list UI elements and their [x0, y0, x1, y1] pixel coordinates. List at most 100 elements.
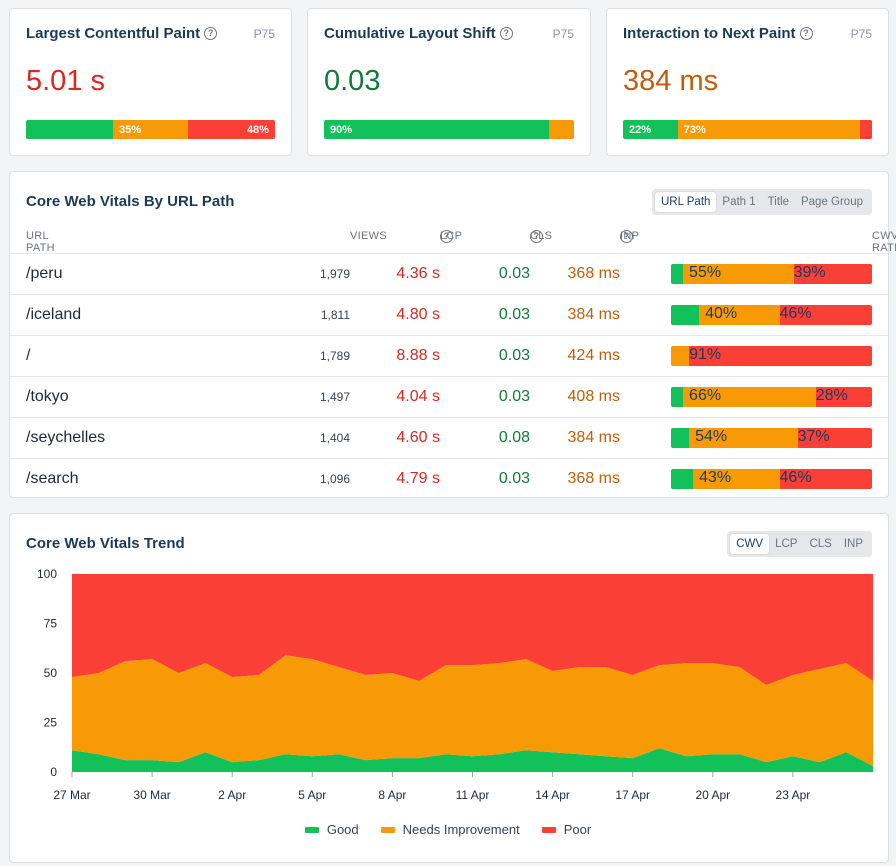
table-header: URL PATH VIEWS LCP? CLS? INP? CWV RATING	[26, 230, 896, 254]
metric-title: Cumulative Layout Shift?	[324, 25, 513, 42]
legend-swatch	[380, 826, 395, 833]
cwv-rating-bar: 55% 39%	[671, 264, 872, 284]
help-icon[interactable]: ?	[440, 230, 453, 243]
legend-item-good[interactable]: Good	[304, 822, 359, 837]
metric-switch: CWV LCP CLS INP	[727, 531, 872, 557]
metric-title: Interaction to Next Paint?	[623, 25, 813, 42]
poor-segment: 46%	[779, 305, 872, 325]
help-icon[interactable]: ?	[499, 27, 513, 40]
poor-segment: 37%	[797, 428, 872, 448]
section-title: Core Web Vitals By URL Path	[26, 193, 235, 210]
tab-path-1[interactable]: Path 1	[722, 196, 756, 208]
good-segment	[671, 428, 690, 448]
legend-swatch	[304, 826, 319, 833]
table-row[interactable]: /seychelles 1,404 4.60 s 0.08 384 ms 54% 37%	[10, 417, 888, 458]
table-row[interactable]: /tokyo 1,497 4.04 s 0.03 408 ms 66% 28%	[10, 376, 888, 417]
cls-cell: 0.03	[498, 306, 530, 323]
trend-card: Core Web Vitals Trend CWV LCP CLS INP	[9, 513, 889, 863]
tab-cls[interactable]: CLS	[809, 538, 832, 550]
metric-value: 5.01 s	[26, 65, 105, 97]
help-icon[interactable]: ?	[204, 27, 218, 40]
metric-title: Largest Contentful Paint?	[26, 25, 218, 42]
table-row[interactable]: /iceland 1,811 4.80 s 0.03 384 ms 40% 46%	[10, 294, 888, 335]
lcp-cell: 4.04 s	[396, 388, 440, 405]
table-row[interactable]: /search 1,096 4.79 s 0.03 368 ms 43% 46%	[10, 458, 888, 499]
rating-bar: 35% 48%	[26, 120, 275, 139]
url-path-cell: /	[26, 347, 31, 364]
lcp-card[interactable]: Largest Contentful Paint? P75 5.01 s 35%…	[9, 8, 292, 156]
cwv-rating-bar: 43% 46%	[671, 469, 872, 489]
good-segment	[671, 469, 694, 489]
url-path-cell: /peru	[26, 265, 63, 282]
poor-segment: 39%	[793, 264, 872, 284]
needs-improvement-segment: 73%	[677, 120, 860, 139]
lcp-cell: 4.79 s	[396, 470, 440, 487]
lcp-cell: 4.80 s	[396, 306, 440, 323]
lcp-cell: 4.60 s	[396, 429, 440, 446]
section-title: Core Web Vitals Trend	[26, 535, 185, 552]
tab-page-group[interactable]: Page Group	[800, 196, 863, 208]
good-segment: 90%	[324, 120, 549, 139]
cls-cell: 0.03	[498, 265, 530, 282]
url-path-cell: /iceland	[26, 306, 82, 323]
good-segment: 22%	[623, 120, 678, 139]
tab-url-path[interactable]: URL Path	[654, 192, 717, 212]
needs-improvement-segment: 43%	[693, 469, 780, 489]
metric-value: 0.03	[324, 65, 381, 97]
help-icon[interactable]: ?	[530, 230, 543, 243]
tab-cwv[interactable]: CWV	[730, 534, 770, 554]
lcp-cell: 4.36 s	[396, 265, 440, 282]
legend-swatch	[541, 826, 556, 833]
url-path-cell: /search	[26, 470, 79, 487]
views-cell: 1,811	[320, 308, 350, 322]
tab-title[interactable]: Title	[767, 196, 789, 208]
inp-cell: 368 ms	[567, 470, 620, 487]
table-row[interactable]: /peru 1,979 4.36 s 0.03 368 ms 55% 39%	[10, 253, 888, 294]
inp-cell: 384 ms	[567, 429, 620, 446]
help-icon[interactable]: ?	[620, 230, 633, 243]
inp-cell: 384 ms	[567, 306, 620, 323]
inp-cell: 424 ms	[567, 347, 620, 364]
url-path-table-card: Core Web Vitals By URL Path URL Path Pat…	[9, 171, 896, 499]
chart-legend: Good Needs Improvement Poor	[0, 822, 896, 837]
group-by-switch: URL Path Path 1 Title Page Group	[651, 189, 872, 215]
inp-cell: 408 ms	[567, 388, 620, 405]
cls-cell: 0.08	[498, 429, 530, 446]
needs-improvement-segment: 54%	[689, 428, 798, 448]
metric-value: 384 ms	[623, 65, 719, 97]
poor-segment: 48%	[187, 120, 275, 139]
cls-card[interactable]: Cumulative Layout Shift? P75 0.03 90%	[307, 8, 591, 156]
good-segment	[26, 120, 114, 139]
percentile-label: P75	[253, 27, 275, 41]
cwv-rating-bar: 91%	[671, 346, 872, 366]
views-cell: 1,497	[319, 390, 350, 404]
tab-lcp[interactable]: LCP	[775, 538, 798, 550]
poor-segment: 28%	[815, 387, 872, 407]
table-row[interactable]: / 1,789 8.88 s 0.03 424 ms 91%	[10, 335, 888, 376]
tab-inp[interactable]: INP	[843, 538, 863, 550]
good-segment	[671, 387, 684, 407]
legend-item-needs-improvement[interactable]: Needs Improvement	[380, 822, 520, 837]
cwv-rating-bar: 54% 37%	[671, 428, 872, 448]
percentile-label: P75	[552, 27, 574, 41]
inp-card[interactable]: Interaction to Next Paint? P75 384 ms 22…	[606, 8, 889, 156]
cwv-rating-bar: 40% 46%	[671, 305, 872, 325]
rating-bar: 90%	[324, 120, 574, 139]
needs-improvement-segment	[671, 346, 690, 366]
needs-improvement-segment: 35%	[113, 120, 188, 139]
help-icon[interactable]: ?	[799, 27, 813, 40]
cls-cell: 0.03	[498, 347, 530, 364]
views-cell: 1,789	[319, 349, 350, 363]
legend-item-poor[interactable]: Poor	[541, 822, 591, 837]
poor-segment	[859, 120, 872, 139]
cls-cell: 0.03	[498, 470, 530, 487]
needs-improvement-segment: 40%	[699, 305, 780, 325]
good-segment	[671, 305, 700, 325]
poor-segment: 46%	[779, 469, 872, 489]
needs-improvement-segment: 66%	[683, 387, 816, 407]
lcp-cell: 8.88 s	[396, 347, 440, 364]
needs-improvement-segment	[549, 120, 574, 139]
poor-segment: 91%	[689, 346, 872, 366]
views-cell: 1,096	[319, 472, 350, 486]
percentile-label: P75	[850, 27, 872, 41]
